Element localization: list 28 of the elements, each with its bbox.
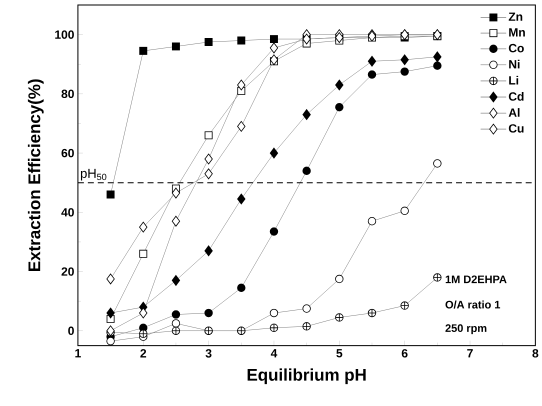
legend-label: Co xyxy=(508,44,524,53)
legend-label: Ni xyxy=(509,60,520,69)
x-tick-label: 6 xyxy=(402,349,408,358)
legend-label: Al xyxy=(508,108,520,117)
annotation: 1M D2EHPA xyxy=(446,276,507,284)
legend-label: Mn xyxy=(509,28,525,37)
x-tick-label: 3 xyxy=(206,349,212,358)
x-tick-label: 8 xyxy=(532,349,538,358)
y-tick-label: 100 xyxy=(55,30,74,40)
y-axis-title: Extraction Efficiency(%) xyxy=(28,80,44,272)
annotation: 250 rpm xyxy=(445,324,486,334)
x-axis-title: Equilibrium pH xyxy=(248,368,366,384)
x-tick-label: 7 xyxy=(467,349,473,358)
y-tick-label: 60 xyxy=(62,149,74,158)
legend-label: Cu xyxy=(508,124,524,133)
legend-label: Cd xyxy=(508,92,524,101)
y-tick-label: 80 xyxy=(61,90,74,98)
legend-label: Zn xyxy=(508,12,522,22)
x-tick-label: 1 xyxy=(75,349,81,358)
x-tick-label: 4 xyxy=(270,349,278,358)
annotation: O/A ratio 1 xyxy=(446,300,500,309)
x-tick-label: 5 xyxy=(336,349,342,358)
x-tick-label: 2 xyxy=(140,349,146,358)
y-tick-label: 0 xyxy=(68,326,74,336)
y-tick-label: 20 xyxy=(62,268,74,276)
y-tick-label: 40 xyxy=(61,208,74,217)
ref-line-label: pH$_{50}$ xyxy=(80,169,106,181)
legend-label: Li xyxy=(509,76,518,85)
